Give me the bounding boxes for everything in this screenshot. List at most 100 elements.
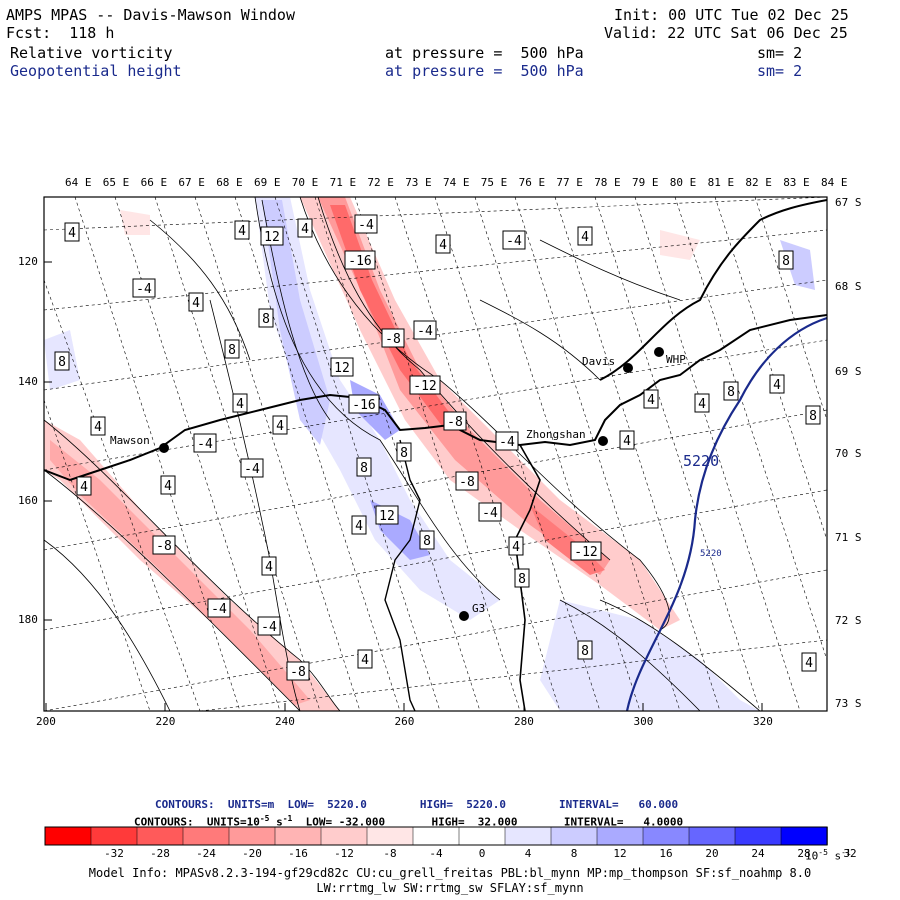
svg-text:-8: -8 (156, 539, 172, 554)
svg-text:-4: -4 (136, 282, 152, 297)
contour-label: 8 (723, 381, 739, 401)
y-tick-label: 180 (18, 613, 38, 626)
legend-swatch (734, 826, 782, 846)
vorticity-contours (44, 197, 761, 711)
contour-label: 12 (260, 226, 284, 246)
contour-label: -4 (495, 431, 519, 451)
svg-text:-4: -4 (244, 462, 260, 477)
contour-label: -8 (286, 661, 310, 681)
svg-text:-4: -4 (417, 324, 433, 339)
longitude-label: 66 E (140, 176, 168, 189)
field2-name: Geopotential height (10, 62, 182, 80)
svg-text:4: 4 (301, 222, 309, 237)
longitude-label: 75 E (480, 176, 508, 189)
svg-text:4: 4 (236, 397, 244, 412)
longitude-label: 68 E (216, 176, 243, 189)
x-tick-label: 240 (275, 715, 295, 728)
svg-text:-4: -4 (197, 437, 213, 452)
legend-unit-a: 10 (805, 849, 819, 863)
svg-text:8: 8 (423, 534, 431, 549)
x-tick-label: 300 (633, 715, 654, 728)
legend-label: -4 (429, 847, 443, 860)
field1-smoothing: sm= 2 (757, 44, 803, 62)
graticule (44, 197, 827, 711)
contour-label: 8 (224, 339, 240, 359)
contour-label: 4 (90, 416, 106, 436)
svg-text:-4: -4 (506, 234, 522, 249)
contour-label: 4 (188, 292, 204, 312)
svg-text:-4: -4 (499, 435, 515, 450)
station-label-mawson: Mawson (110, 434, 150, 447)
legend-unit-b: s (827, 849, 842, 863)
negative-vorticity-band (300, 197, 680, 630)
contour-label: 8 (514, 568, 530, 588)
station-label-davis: Davis (582, 355, 616, 368)
legend-swatch (458, 826, 506, 846)
contour-label: -12 (409, 375, 441, 395)
latitude-label: 69 S (835, 365, 862, 378)
latitude-label: 72 S (835, 614, 862, 627)
contour-label: 4 (297, 218, 313, 238)
station-markers (159, 347, 664, 621)
svg-text:4: 4 (276, 419, 284, 434)
svg-text:-8: -8 (459, 475, 475, 490)
contour-label: 4 (435, 234, 451, 254)
station-label-g3: G3 (472, 602, 486, 615)
station-davis-marker (623, 363, 633, 373)
x-tick-label: 200 (36, 715, 56, 728)
contour-label: 8 (356, 457, 372, 477)
longitude-label: 70 E (291, 176, 319, 189)
contour-label: -12 (570, 541, 602, 561)
contour-label: 4 (272, 415, 288, 435)
contour-label: 8 (577, 640, 593, 660)
svg-text:4: 4 (805, 656, 813, 671)
longitude-label: 78 E (594, 176, 621, 189)
legend-label: 28 (797, 847, 811, 860)
height-contour-label: 5220 (683, 452, 720, 470)
model-info-line2: LW:rrtmg_lw SW:rrtmg_sw SFLAY:sf_mynn (316, 881, 584, 895)
svg-text:-4: -4 (261, 620, 277, 635)
legend-label: 0 (478, 847, 486, 860)
longitude-label: 80 E (669, 176, 697, 189)
latitude-label: 67 S (835, 196, 862, 209)
legend-label: 20 (705, 847, 719, 860)
station-label-whp: WHP (666, 353, 686, 366)
latitude-label: 73 S (835, 697, 862, 710)
contour-label: 8 (778, 250, 794, 270)
field1-level: at pressure = 500 hPa (385, 44, 584, 62)
contour-label: 4 (357, 649, 373, 669)
latitude-label: 68 S (835, 280, 862, 293)
svg-text:-8: -8 (447, 415, 463, 430)
contour-units-exp: -5 (259, 814, 270, 823)
contour-label: -4 (413, 320, 437, 340)
x-tick-label: 280 (514, 715, 534, 728)
svg-text:4: 4 (773, 378, 781, 393)
legend-label: 12 (613, 847, 627, 860)
contour-label: 4 (64, 222, 80, 242)
legend-swatch (688, 826, 736, 846)
svg-text:8: 8 (228, 343, 236, 358)
station-g3-marker (459, 611, 469, 621)
valid-time: Valid: 22 UTC Sat 06 Dec 25 (604, 24, 848, 42)
svg-text:8: 8 (809, 409, 817, 424)
contour-label: -4 (207, 598, 231, 618)
longitude-label: 64 E (65, 176, 92, 189)
svg-text:8: 8 (400, 446, 408, 461)
legend-label: 4 (524, 847, 532, 860)
contour-label: -8 (152, 535, 176, 555)
legend-swatch (504, 826, 552, 846)
contour-units-a: CONTOURS: UNITS=10 (134, 815, 260, 829)
svg-text:4: 4 (647, 393, 655, 408)
contour-label: 4 (694, 393, 710, 413)
station-zhongshan-marker (598, 436, 608, 446)
svg-text:4: 4 (623, 434, 631, 449)
svg-text:-12: -12 (413, 379, 436, 394)
legend-swatch (274, 826, 322, 846)
x-tick-label: 220 (155, 715, 176, 728)
longitude-label: 84 E (821, 176, 848, 189)
longitude-label: 81 E (707, 176, 735, 189)
svg-text:-12: -12 (574, 545, 597, 560)
map-frame (43, 196, 828, 712)
contour-label: -16 (344, 250, 376, 270)
svg-text:-4: -4 (482, 506, 498, 521)
